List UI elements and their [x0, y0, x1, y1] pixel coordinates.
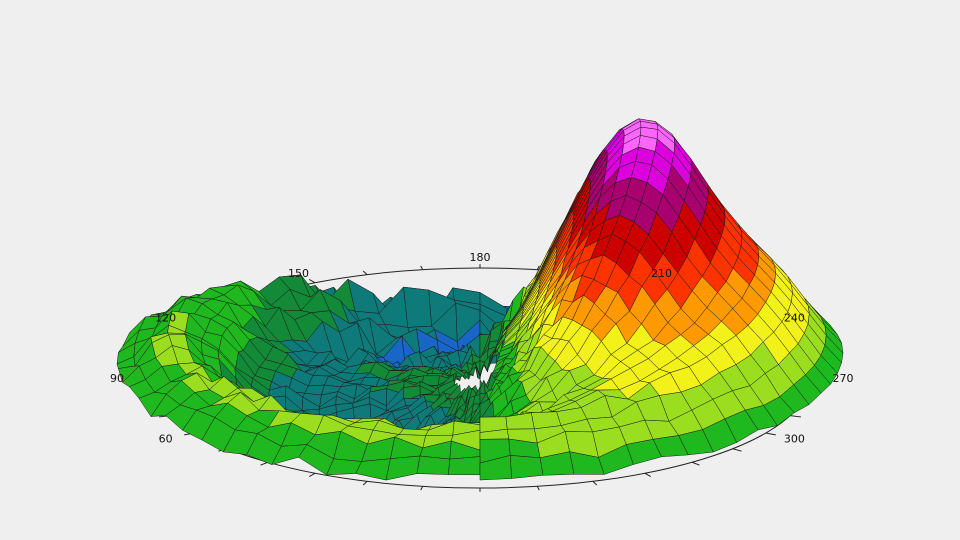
tick-label-270: 270 — [833, 372, 854, 385]
angular-tick-labels: 60 90 120 150 180 210 240 270 300 — [110, 251, 854, 446]
surface-cell — [479, 455, 512, 481]
surface-cell — [398, 428, 429, 436]
angular-tick — [644, 472, 652, 478]
angular-tick — [536, 265, 540, 270]
angular-tick — [420, 265, 424, 270]
angular-tick — [691, 461, 700, 466]
tick-label-180: 180 — [470, 251, 491, 264]
surface-cell — [509, 455, 544, 479]
angular-tick — [592, 480, 598, 486]
tick-label-150: 150 — [288, 267, 309, 280]
surface-cell — [403, 286, 432, 328]
tick-label-240: 240 — [784, 312, 805, 325]
angular-tick — [362, 270, 368, 276]
angular-tick — [308, 278, 316, 284]
angular-tick — [420, 486, 424, 491]
surface-cell — [416, 455, 451, 475]
angular-tick — [308, 472, 316, 478]
tick-label-300: 300 — [784, 433, 805, 446]
tick-label-120: 120 — [155, 312, 176, 325]
angular-tick — [765, 432, 776, 436]
angular-tick — [536, 486, 540, 491]
surface-cell — [385, 455, 421, 481]
angular-tick — [790, 415, 802, 418]
angular-tick — [362, 480, 368, 486]
tick-label-210: 210 — [651, 267, 672, 280]
surface-mesh — [116, 118, 844, 481]
angular-tick — [732, 448, 742, 452]
tick-label-90: 90 — [110, 372, 124, 385]
tick-label-60: 60 — [159, 433, 173, 446]
surface-cell — [448, 456, 481, 476]
